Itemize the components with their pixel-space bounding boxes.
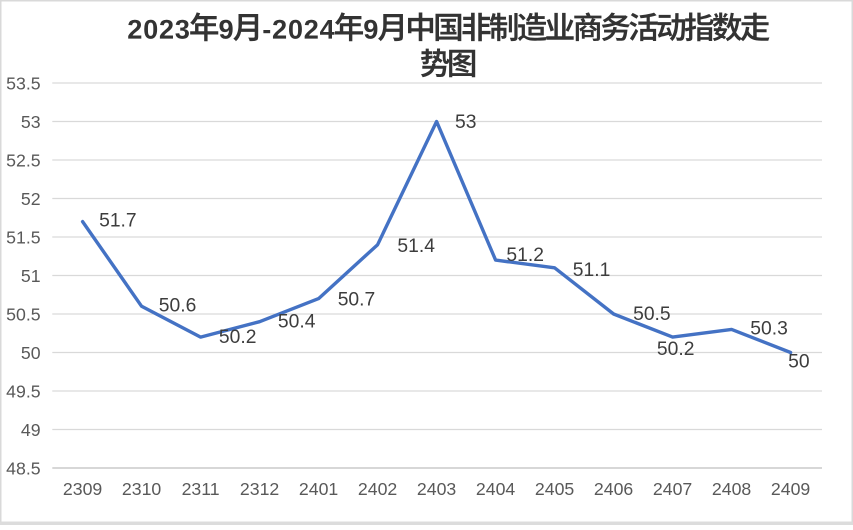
svg-text:50.3: 50.3 xyxy=(750,319,788,340)
svg-text:50.2: 50.2 xyxy=(657,339,695,360)
svg-text:51: 51 xyxy=(21,266,41,286)
svg-text:2401: 2401 xyxy=(299,479,338,499)
svg-text:48.5: 48.5 xyxy=(6,458,41,478)
svg-text:2404: 2404 xyxy=(476,479,516,499)
svg-text:2311: 2311 xyxy=(182,479,220,499)
svg-text:2310: 2310 xyxy=(122,479,162,499)
svg-text:2408: 2408 xyxy=(712,479,752,499)
svg-text:2409: 2409 xyxy=(771,479,810,499)
svg-text:50.5: 50.5 xyxy=(6,304,41,324)
svg-text:50.2: 50.2 xyxy=(219,327,257,348)
svg-text:50.4: 50.4 xyxy=(278,312,316,333)
svg-text:2403: 2403 xyxy=(417,479,457,499)
svg-text:49.5: 49.5 xyxy=(6,381,41,401)
svg-text:51.5: 51.5 xyxy=(6,227,41,247)
svg-text:50: 50 xyxy=(21,343,41,363)
svg-text:2309: 2309 xyxy=(63,479,102,499)
svg-text:51.7: 51.7 xyxy=(99,211,137,232)
svg-text:53.5: 53.5 xyxy=(6,73,41,93)
svg-text:51.2: 51.2 xyxy=(506,245,544,266)
svg-text:53: 53 xyxy=(21,112,41,132)
svg-text:2402: 2402 xyxy=(358,479,397,499)
svg-text:51.4: 51.4 xyxy=(397,236,435,257)
svg-text:50.7: 50.7 xyxy=(338,289,376,310)
svg-text:52.5: 52.5 xyxy=(6,150,41,170)
svg-text:2405: 2405 xyxy=(535,479,575,499)
svg-text:50.5: 50.5 xyxy=(633,304,671,325)
svg-text:2406: 2406 xyxy=(594,479,634,499)
svg-text:53: 53 xyxy=(455,112,476,133)
svg-text:49: 49 xyxy=(21,420,41,440)
svg-text:51.1: 51.1 xyxy=(573,260,611,281)
svg-text:2407: 2407 xyxy=(653,479,692,499)
svg-text:50.6: 50.6 xyxy=(159,295,197,316)
svg-text:50: 50 xyxy=(788,351,809,372)
svg-text:2312: 2312 xyxy=(240,479,279,499)
svg-text:52: 52 xyxy=(21,189,41,209)
